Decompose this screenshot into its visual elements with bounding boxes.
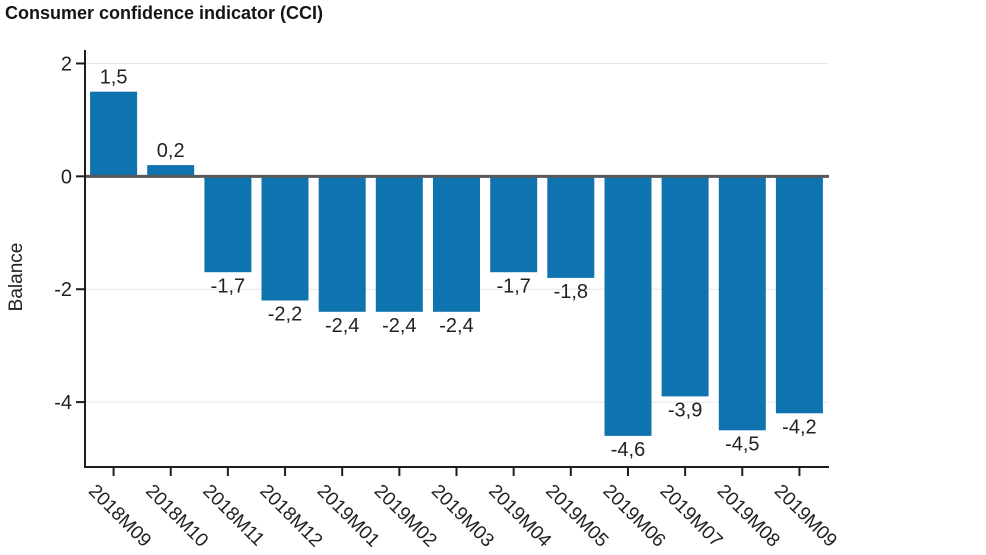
bar-2019M09[interactable]: [775, 176, 823, 414]
bar-2019M03[interactable]: [433, 176, 480, 312]
bar-2018M11[interactable]: [204, 176, 252, 273]
bar-value-label: -2,4: [382, 315, 416, 337]
bar-2019M06[interactable]: [604, 176, 652, 436]
bar-value-label: -2,2: [268, 304, 302, 326]
bar-2019M04[interactable]: [490, 176, 538, 273]
bar-2018M09[interactable]: [90, 91, 138, 177]
bar-2019M05[interactable]: [547, 176, 595, 278]
bar-value-label: -4,2: [782, 416, 816, 438]
bar-value-label: 0,2: [157, 140, 185, 162]
bar-2019M01[interactable]: [318, 176, 366, 312]
y-tick-label: -4: [54, 392, 72, 414]
x-tick-label: 2018M11: [198, 481, 268, 551]
bar-value-label: -3,9: [668, 400, 702, 422]
bar-2018M12[interactable]: [261, 176, 309, 301]
bar-value-label: -2,4: [325, 315, 359, 337]
bar-2019M08[interactable]: [718, 176, 766, 431]
bar-value-label: -2,4: [439, 315, 473, 337]
bar-2019M07[interactable]: [661, 176, 709, 397]
y-tick-label: 0: [61, 166, 72, 188]
bar-value-label: -1,7: [496, 275, 530, 297]
bar-value-label: -4,5: [725, 433, 759, 455]
bar-value-label: 1,5: [100, 67, 128, 89]
y-axis-title: Balance: [6, 243, 27, 312]
y-tick-label: -2: [54, 279, 72, 301]
bar-2019M02[interactable]: [375, 176, 423, 312]
bar-value-label: -1,7: [211, 275, 245, 297]
x-tick-label: 2019M09: [770, 481, 841, 552]
bar-value-label: -4,6: [611, 439, 645, 461]
chart-title: Consumer confidence indicator (CCI): [5, 3, 324, 23]
bar-2018M10[interactable]: [147, 165, 195, 177]
y-tick-label: 2: [61, 53, 72, 75]
bar-value-label: -1,8: [554, 281, 588, 303]
